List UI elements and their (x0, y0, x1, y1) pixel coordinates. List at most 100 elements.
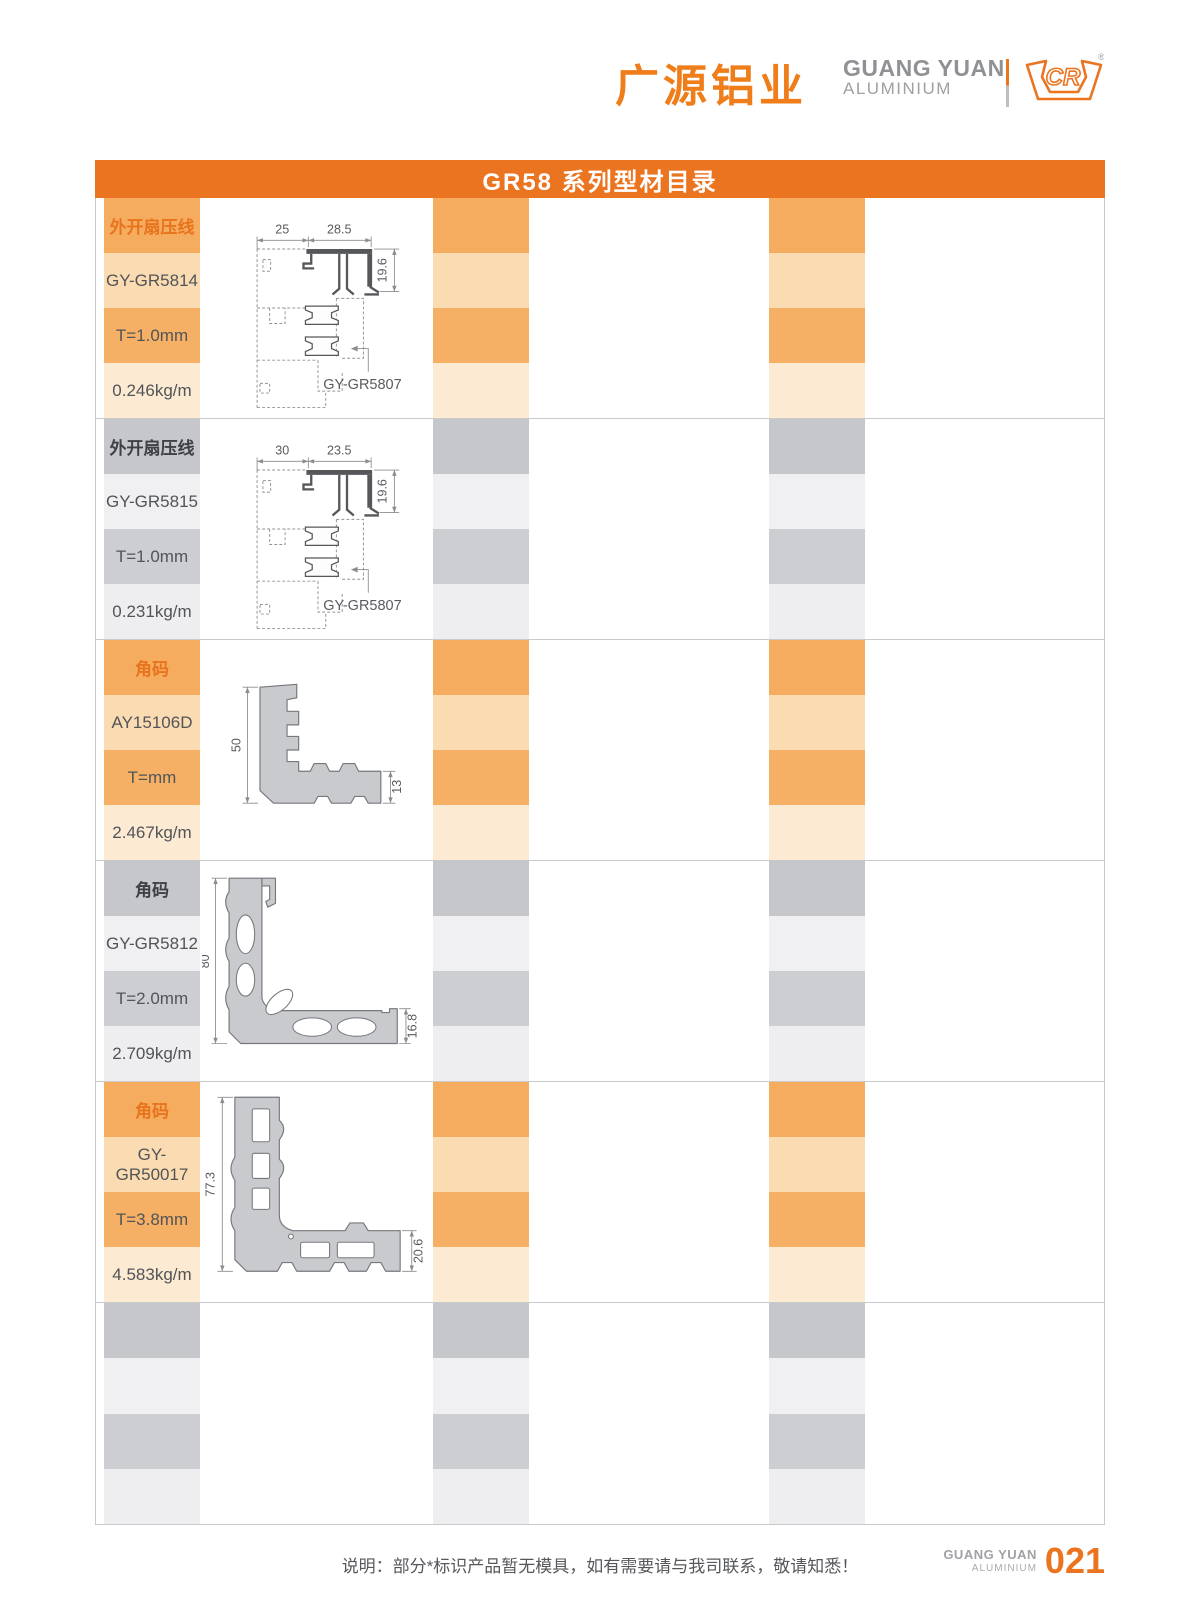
spec-label-column (769, 198, 866, 418)
dim-top-right: 23.5 (327, 444, 351, 458)
spec-label-column (432, 1082, 529, 1302)
dim-right: 19.6 (376, 258, 390, 282)
product-group-empty (769, 198, 1106, 418)
spec-thickness: T=3.8mm (104, 1192, 200, 1247)
spec-label-column (769, 640, 866, 860)
spec-name: 角码 (104, 861, 200, 916)
spec-model: GY-GR50017 (104, 1137, 200, 1192)
dim-right: 19.6 (376, 479, 390, 503)
profile-drawing-area: 80 16.8 (200, 861, 433, 1081)
spec-weight: 0.231kg/m (104, 584, 200, 639)
profile-drawing-area: 25 28.5 19.6 (200, 198, 433, 418)
spec-model: GY-GR5814 (104, 253, 200, 308)
spec-name: 角码 (104, 640, 200, 695)
profile-drawing: 50 13 (230, 683, 404, 804)
spec-model: GY-GR5815 (104, 474, 200, 529)
product-group: 角码 GY-GR5812 T=2.0mm 2.709kg/m (96, 861, 433, 1081)
footer-brand-line2: ALUMINIUM (971, 1562, 1037, 1574)
profile-table: 外开扇压线 GY-GR5814 T=1.0mm 0.246kg/m 25 28.… (95, 198, 1105, 1525)
footer-brand-block: GUANG YUAN ALUMINIUM 021 (943, 1543, 1105, 1579)
product-group-empty (769, 1082, 1106, 1302)
product-group-empty (96, 1303, 433, 1524)
profile-drawing-area: 30 23.5 19.6 (200, 419, 433, 639)
spec-weight: 2.467kg/m (104, 805, 200, 860)
spec-label-column (432, 640, 529, 860)
spec-weight: 4.583kg/m (104, 1247, 200, 1302)
header-divider (1006, 59, 1009, 107)
spec-label-column (104, 1303, 200, 1524)
table-row: 角码 GY-GR50017 T=3.8mm 4.583kg/m (96, 1082, 1104, 1303)
ref-label: GY-GR5807 (323, 598, 401, 614)
dim-left: 50 (230, 738, 244, 752)
product-group-empty (432, 198, 770, 418)
dim-left: 77.3 (204, 1172, 218, 1196)
dim-top-left: 25 (275, 223, 289, 237)
spec-label-column (769, 1303, 866, 1524)
product-group: 角码 AY15106D T=mm 2.467kg/m 50 (96, 640, 433, 860)
spec-label-column (432, 861, 529, 1081)
footer-brand-line1: GUANG YUAN (943, 1547, 1037, 1563)
dim-left: 80 (202, 954, 212, 968)
dim-top-right: 28.5 (327, 223, 351, 237)
product-group-empty (432, 640, 770, 860)
table-row-empty (96, 1303, 1104, 1524)
profile-drawing-area: 77.3 20.6 (200, 1082, 433, 1302)
brand-en-line2: ALUMINIUM (843, 79, 952, 99)
spec-thickness: T=mm (104, 750, 200, 805)
product-group-empty (432, 1303, 770, 1524)
product-group-empty (769, 861, 1106, 1081)
spec-name: 外开扇压线 (104, 419, 200, 474)
brand-en-line1: GUANG YUAN (843, 55, 1005, 81)
spec-label-column: 角码 GY-GR50017 T=3.8mm 4.583kg/m (104, 1082, 200, 1302)
product-group: 外开扇压线 GY-GR5815 T=1.0mm 0.231kg/m 30 23.… (96, 419, 433, 639)
table-row: 外开扇压线 GY-GR5815 T=1.0mm 0.231kg/m 30 23.… (96, 419, 1104, 640)
registered-mark: ® (1098, 52, 1104, 62)
spec-name: 角码 (104, 1082, 200, 1137)
brand-logo-icon: CR ® (1025, 52, 1104, 101)
spec-thickness: T=1.0mm (104, 308, 200, 363)
spec-label-column (769, 861, 866, 1081)
table-row: 角码 AY15106D T=mm 2.467kg/m 50 (96, 640, 1104, 861)
dim-right: 13 (390, 780, 404, 794)
product-group-empty (769, 419, 1106, 639)
table-row: 外开扇压线 GY-GR5814 T=1.0mm 0.246kg/m 25 28.… (96, 198, 1104, 419)
product-group: 角码 GY-GR50017 T=3.8mm 4.583kg/m (96, 1082, 433, 1302)
page-number: 021 (1044, 1540, 1105, 1581)
spec-label-column (432, 198, 529, 418)
spec-label-column: 角码 GY-GR5812 T=2.0mm 2.709kg/m (104, 861, 200, 1081)
product-group-empty (769, 1303, 1106, 1524)
catalog-title: GR58 系列型材目录 (482, 168, 718, 196)
dim-right: 20.6 (411, 1239, 425, 1263)
spec-weight: 0.246kg/m (104, 363, 200, 418)
product-group-empty (769, 640, 1106, 860)
product-group-empty (432, 419, 770, 639)
spec-thickness: T=1.0mm (104, 529, 200, 584)
spec-name: 外开扇压线 (104, 198, 200, 253)
spec-label-column (432, 419, 529, 639)
spec-model: GY-GR5812 (104, 916, 200, 971)
brand-chinese-name: 广源铝业 (615, 62, 807, 111)
profile-drawing: 77.3 20.6 (204, 1096, 425, 1272)
spec-label-column (769, 419, 866, 639)
table-row: 角码 GY-GR5812 T=2.0mm 2.709kg/m (96, 861, 1104, 1082)
profile-drawing-area: 50 13 (200, 640, 433, 860)
product-group-empty (432, 1082, 770, 1302)
profile-drawing: 25 28.5 19.6 (256, 223, 402, 409)
spec-thickness: T=2.0mm (104, 971, 200, 1026)
footer-brand: GUANG YUAN ALUMINIUM (943, 1547, 1037, 1574)
spec-label-column (432, 1303, 529, 1524)
spec-model: AY15106D (104, 695, 200, 750)
footer-note: 说明：部分*标识产品暂无模具，如有需要请与我司联系，敬请知悉！ (341, 1557, 859, 1576)
dim-right: 16.8 (406, 1014, 420, 1038)
spec-label-column: 外开扇压线 GY-GR5814 T=1.0mm 0.246kg/m (104, 198, 200, 418)
ref-label: GY-GR5807 (323, 377, 401, 393)
brand-english-name: GUANG YUAN ALUMINIUM (843, 56, 1005, 98)
spec-label-column: 角码 AY15106D T=mm 2.467kg/m (104, 640, 200, 860)
spec-label-column: 外开扇压线 GY-GR5815 T=1.0mm 0.231kg/m (104, 419, 200, 639)
profile-drawing: 80 16.8 (202, 877, 420, 1045)
spec-weight: 2.709kg/m (104, 1026, 200, 1081)
brand-logo-text: CR (1046, 64, 1081, 91)
page-header: 广源铝业 GUANG YUAN ALUMINIUM CR ® (0, 44, 1105, 124)
profile-drawing: 30 23.5 19.6 (256, 444, 402, 630)
